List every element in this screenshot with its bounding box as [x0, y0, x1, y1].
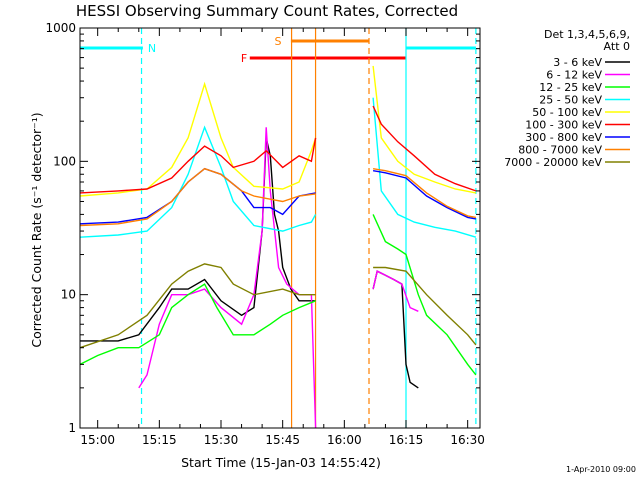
- axes: 1 10 100 1000 15:00 15:15 15:30 15:45 16:00 16:15…: [45, 21, 485, 447]
- series-group: [79, 65, 477, 429]
- legend-header-line: Att 0: [604, 40, 630, 53]
- series-12-25-kev-segment-1: [372, 214, 477, 376]
- series-3-6-kev-segment-0: [80, 137, 316, 342]
- legend-label-25-50-kev: 25 - 50 keV: [539, 94, 602, 107]
- flag-bars: N S F: [80, 35, 476, 65]
- legend-header-line: Det 1,3,4,5,6,9,: [544, 28, 630, 41]
- legend-label-3-6-kev: 3 - 6 keV: [553, 56, 602, 69]
- series-50-100-kev-segment-0: [79, 81, 317, 197]
- x-tick-label: 15:15: [142, 433, 177, 447]
- series-800-7000-kev-segment-1: [372, 168, 477, 219]
- series-7000-20000-kev-segment-0: [79, 263, 316, 349]
- legend-label-6-12-kev: 6 - 12 keV: [546, 69, 602, 82]
- x-tick-label: 16:15: [389, 433, 424, 447]
- plot-frame: [79, 27, 481, 429]
- chart-title: HESSI Observing Summary Count Rates, Cor…: [76, 2, 458, 20]
- y-tick-label: 10: [61, 288, 76, 302]
- series-100-300-kev-segment-1: [372, 105, 477, 192]
- x-tick-label: 15:00: [80, 433, 115, 447]
- x-tick-label: 15:30: [204, 433, 239, 447]
- series-25-50-kev-segment-1: [372, 97, 477, 238]
- series-300-800-kev-segment-0: [79, 167, 316, 225]
- series-12-25-kev-segment-0: [79, 283, 316, 366]
- series-6-12-kev-segment-1: [372, 270, 419, 312]
- x-axis-label: Start Time (15-Jan-03 14:55:42): [181, 455, 381, 470]
- series-50-100-kev-segment-1: [372, 65, 477, 194]
- series-3-6-kev-segment-1: [372, 270, 419, 389]
- y-tick-label: 1: [68, 421, 76, 435]
- legend-label-300-800-kev: 300 - 800 keV: [525, 131, 602, 144]
- series-7000-20000-kev-segment-1: [373, 266, 477, 346]
- flag-label-n: N: [148, 42, 156, 55]
- series-800-7000-kev-segment-0: [79, 167, 316, 227]
- legend-label-7000-20000-kev: 7000 - 20000 keV: [504, 156, 602, 169]
- y-tick-label: 1000: [45, 21, 76, 35]
- x-tick-label: 15:45: [265, 433, 300, 447]
- series-100-300-kev-segment-0: [79, 137, 317, 194]
- series-300-800-kev-segment-1: [372, 170, 477, 220]
- flag-label-s: S: [275, 35, 282, 48]
- series-25-50-kev-segment-0: [79, 125, 317, 238]
- legend-label-50-100-kev: 50 - 100 keV: [532, 106, 602, 119]
- legend-label-100-300-kev: 100 - 300 keV: [525, 119, 602, 132]
- flag-label-f: F: [241, 52, 247, 65]
- legend-label-12-25-kev: 12 - 25 keV: [539, 81, 602, 94]
- vertical-markers: [140, 28, 477, 428]
- x-tick-label: 16:30: [450, 433, 485, 447]
- y-axis-label: Corrected Count Rate (s⁻¹ detector⁻¹): [29, 112, 44, 347]
- legend-label-800-7000-kev: 800 - 7000 keV: [518, 144, 602, 157]
- y-tick-label: 100: [53, 154, 76, 168]
- x-tick-label: 16:00: [327, 433, 362, 447]
- footer-timestamp: 1-Apr-2010 09:00: [566, 465, 636, 474]
